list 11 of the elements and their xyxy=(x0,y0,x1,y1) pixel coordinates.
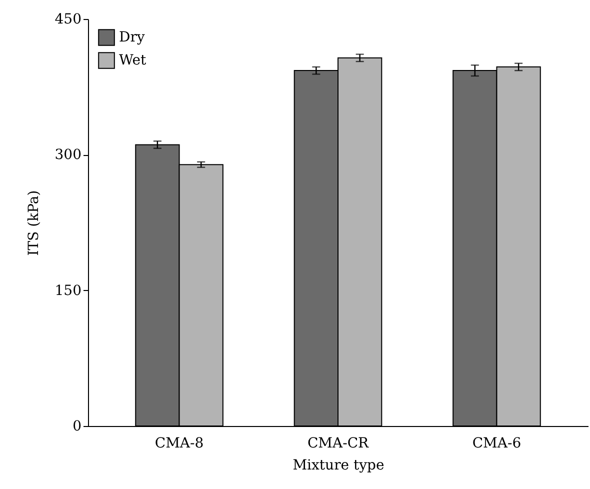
x-tick-label: CMA-6 xyxy=(472,436,522,452)
y-tick-label: 450 xyxy=(54,12,82,28)
x-tick-label: CMA-CR xyxy=(307,436,370,452)
y-tick-label: 150 xyxy=(54,282,82,299)
legend-label: Dry xyxy=(119,30,145,46)
y-tick-label: 0 xyxy=(72,418,82,434)
x-tick-label: CMA-8 xyxy=(154,436,204,452)
y-axis-title: ITS (kPa) xyxy=(26,190,42,256)
y-tick-label: 300 xyxy=(54,147,82,164)
legend-label: Wet xyxy=(119,52,147,68)
x-axis-title: Mixture type xyxy=(292,458,384,474)
